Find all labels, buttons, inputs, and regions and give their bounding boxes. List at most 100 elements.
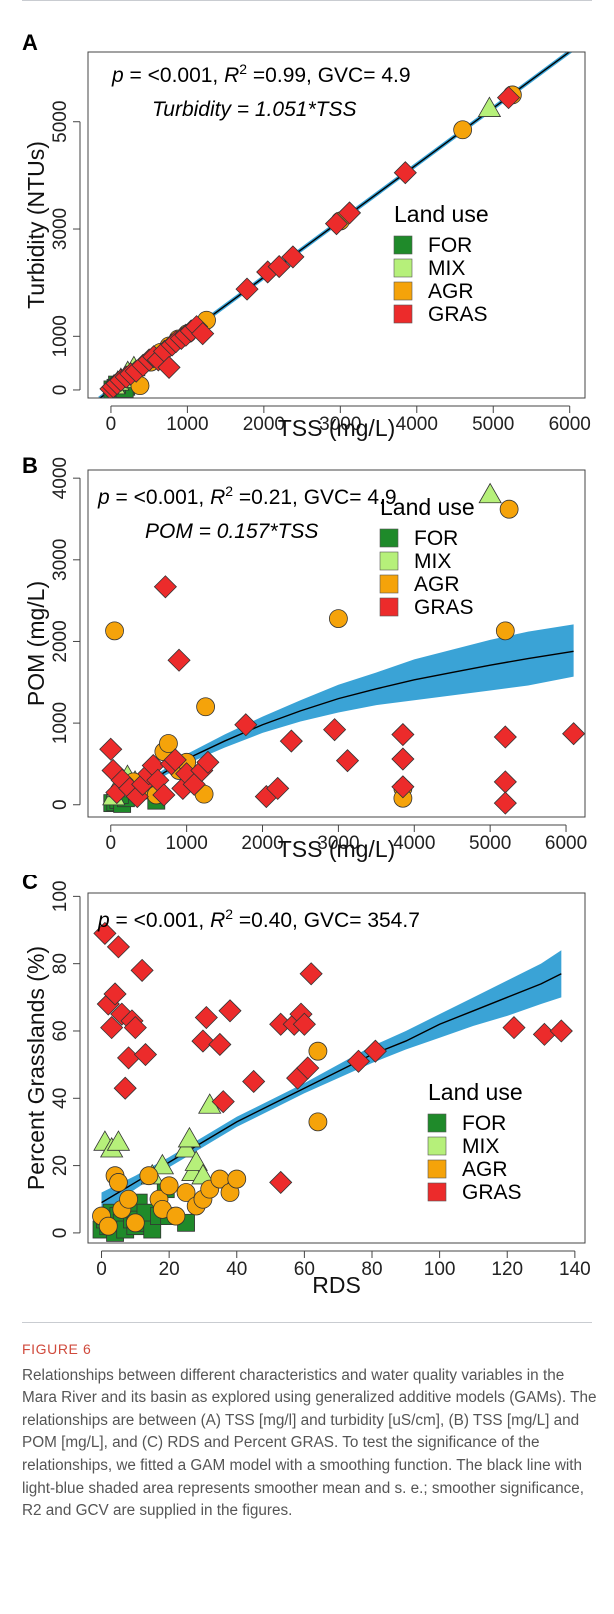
data-point-gras	[208, 1032, 232, 1057]
data-point-agr	[453, 120, 473, 140]
legend-label-for: FOR	[462, 1112, 506, 1135]
y-tick-label: 80	[50, 953, 71, 974]
data-point-agr	[308, 1041, 328, 1061]
data-point-gras	[157, 355, 181, 379]
legend-label-agr: AGR	[414, 573, 460, 596]
series-gras	[99, 575, 585, 815]
stat-p: p	[97, 486, 110, 509]
stat-rest: =0.21, GVC= 4.9	[233, 486, 396, 509]
data-point-gras	[113, 1076, 137, 1100]
data-point-gras	[99, 737, 123, 761]
x-tick-label: 2000	[241, 833, 283, 854]
stat-rest: =0.40, GVC= 354.7	[233, 909, 420, 932]
data-point-gras	[562, 722, 585, 746]
x-tick-label: 80	[361, 1259, 382, 1280]
y-tick-label: 2000	[50, 620, 71, 662]
data-point-agr	[159, 734, 178, 753]
data-point-gras	[391, 747, 415, 771]
data-point-agr	[328, 609, 348, 628]
x-tick-label: 120	[491, 1259, 523, 1280]
stat-p: p	[97, 909, 110, 932]
data-point-agr	[119, 1189, 138, 1209]
data-point-gras	[493, 725, 517, 749]
stat-sup: 2	[239, 61, 247, 77]
legend-label-mix: MIX	[428, 257, 465, 280]
y-tick-label: 60	[50, 1020, 71, 1041]
legend-label-mix: MIX	[462, 1135, 499, 1158]
x-tick-label: 3000	[317, 833, 359, 854]
x-tick-label: 6000	[549, 414, 591, 435]
data-point-gras	[324, 212, 349, 236]
data-point-gras	[196, 750, 220, 774]
fit-band	[101, 950, 562, 1213]
panel-b: B 0 1000 2000 3000 4000 5000 6000 0 1000 2000 3000 4…	[0, 455, 614, 875]
data-point-agr	[495, 621, 515, 641]
x-axis-label: RDS	[312, 1272, 361, 1298]
data-point-gras	[393, 161, 417, 185]
data-point-mix	[477, 96, 502, 117]
caption-divider	[22, 1322, 592, 1323]
data-point-agr	[109, 1173, 128, 1192]
data-point-agr	[98, 1216, 118, 1236]
legend-label-gras: GRAS	[462, 1181, 522, 1204]
x-tick-label: 0	[106, 414, 117, 435]
stat-annotation: p = <0.001, R2 =0.99, GVC= 4.9	[111, 61, 411, 87]
legend-title: Land use	[380, 494, 475, 520]
y-tick-label: 5000	[50, 101, 71, 143]
data-point-gras	[191, 1029, 215, 1053]
data-point-gras	[234, 713, 258, 737]
data-point-gras	[191, 322, 215, 346]
stat-p: p	[111, 64, 124, 87]
caption-title: FIGURE 6	[22, 1341, 92, 1357]
data-point-gras	[292, 1012, 316, 1036]
y-tick-label: 1000	[50, 702, 71, 744]
stat-annotation: p = <0.001, R2 =0.40, GVC= 354.7	[97, 906, 420, 932]
legend-swatch-mix	[379, 551, 399, 571]
x-tick-label: 5000	[469, 833, 511, 854]
data-point-gras	[152, 783, 176, 807]
equation: Turbidity = 1.051*TSS	[152, 98, 356, 121]
x-tick-label: 4000	[396, 414, 438, 435]
legend-swatch-gras	[379, 597, 399, 617]
legend-label-for: FOR	[428, 234, 472, 257]
data-point-gras	[296, 1056, 320, 1080]
data-point-gras	[496, 86, 521, 110]
data-point-mix	[150, 1153, 175, 1175]
legend-title: Land use	[428, 1079, 523, 1105]
data-point-gras	[117, 1046, 141, 1070]
data-point-agr	[227, 1169, 247, 1189]
data-point-mix	[174, 1136, 198, 1158]
legend-label-gras: GRAS	[414, 596, 474, 619]
x-tick-label: 0	[105, 833, 116, 854]
panel-letter: B	[22, 455, 38, 478]
x-tick-label: 100	[424, 1259, 456, 1280]
data-point-gras	[133, 1042, 158, 1067]
data-point-gras	[299, 962, 323, 986]
plot-area	[98, 52, 573, 398]
plot-frame	[87, 469, 586, 818]
data-point-gras	[269, 1170, 293, 1194]
plot-area	[92, 921, 573, 1242]
data-point-gras	[106, 935, 130, 959]
y-axis-label: Turbidity (NTUs)	[23, 141, 49, 309]
y-tick-label: 0	[50, 385, 71, 396]
y-tick-label: 0	[50, 799, 71, 810]
y-tick-label: 3000	[50, 208, 71, 250]
data-point-gras	[335, 749, 360, 773]
x-tick-label: 4000	[393, 833, 435, 854]
panel-a: A 0 1000 2000 3000 4000 5000 6000 0 1000 3000 5000 T…	[0, 0, 614, 455]
data-point-gras	[323, 718, 347, 742]
stat-r: R	[224, 64, 239, 87]
plot-area	[99, 482, 585, 815]
data-point-gras	[493, 791, 517, 815]
data-point-agr	[196, 697, 216, 717]
legend-label-mix: MIX	[414, 550, 451, 573]
series-gras	[93, 921, 573, 1194]
series-agr	[92, 1041, 328, 1236]
data-point-gras	[532, 1022, 556, 1046]
data-point-mix	[478, 482, 502, 504]
x-tick-label: 3000	[319, 414, 361, 435]
legend-swatch-for	[427, 1113, 447, 1133]
y-axis-label: POM (mg/L)	[23, 581, 49, 706]
